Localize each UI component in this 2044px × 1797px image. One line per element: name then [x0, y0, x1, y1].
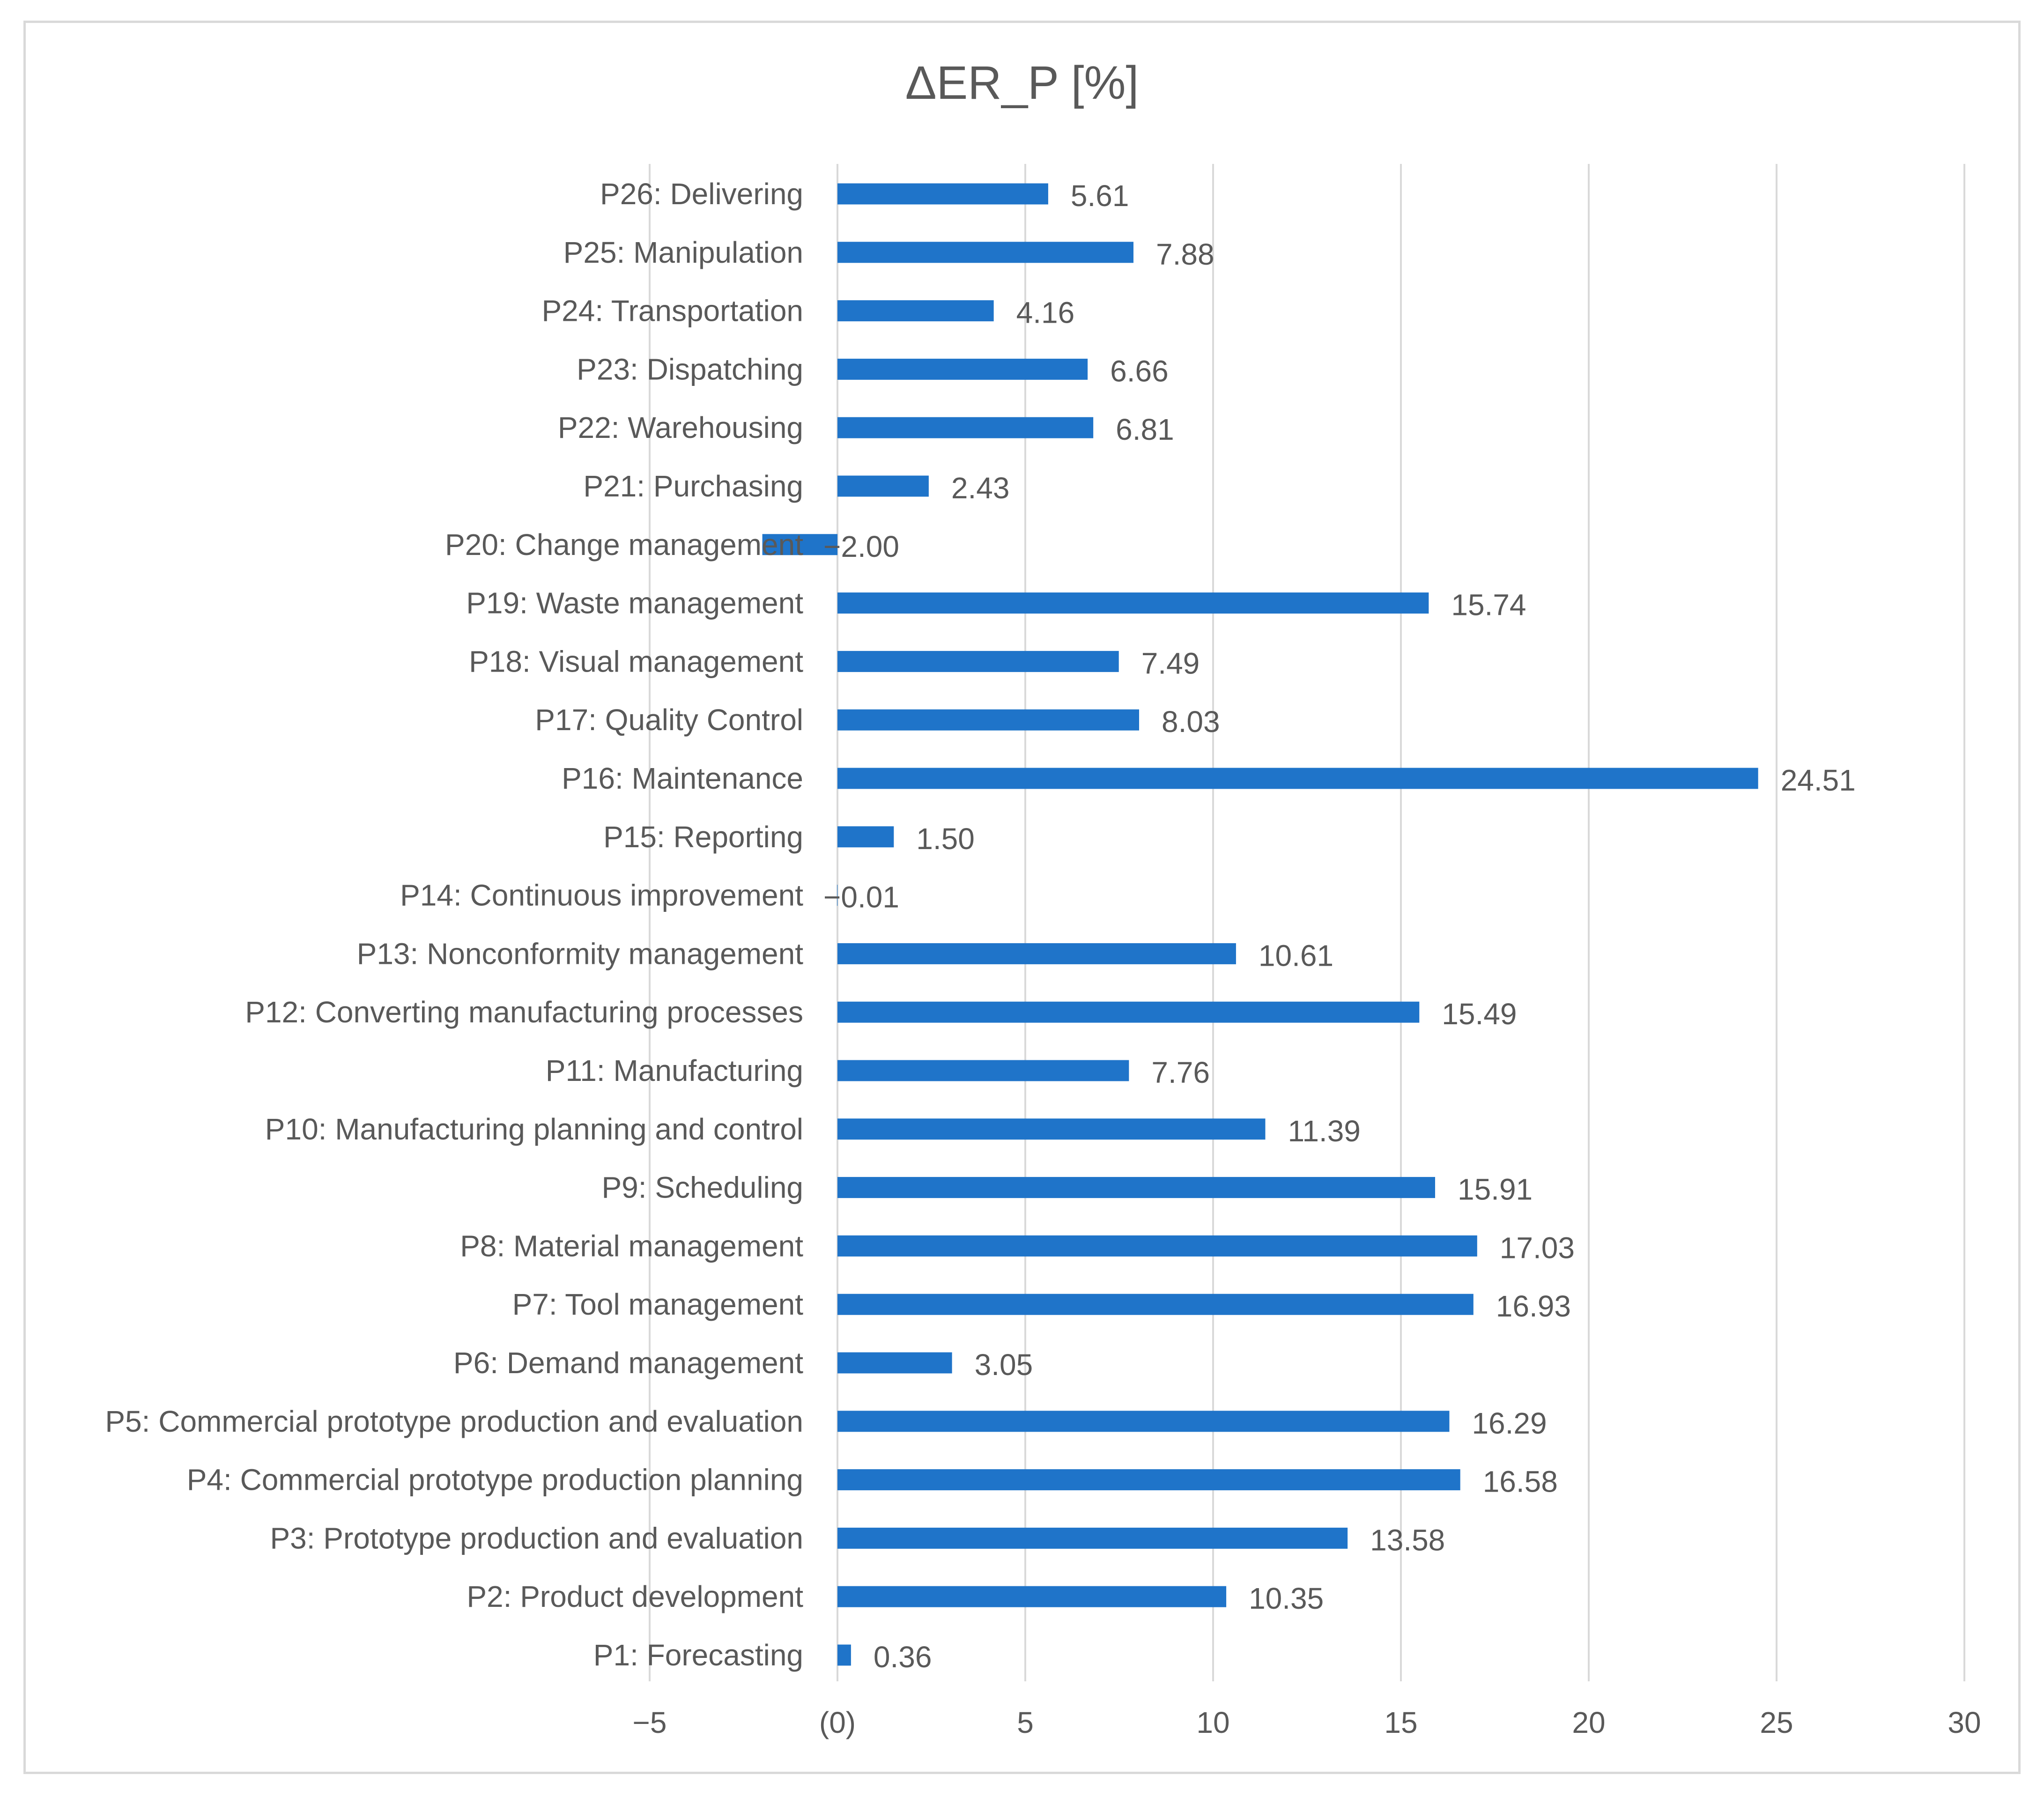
bar [837, 358, 1088, 380]
bar [837, 183, 1048, 205]
bar [837, 768, 1758, 789]
bar [837, 943, 1236, 964]
value-label: 0.36 [874, 1640, 932, 1674]
category-label: P7: Tool management [512, 1287, 804, 1321]
category-label: P14: Continuous improvement [400, 879, 803, 912]
bar [837, 1469, 1460, 1491]
x-tick-label: 10 [1196, 1706, 1229, 1739]
value-label: 8.03 [1162, 705, 1220, 739]
value-label: 11.39 [1288, 1114, 1360, 1148]
bar [837, 1001, 1420, 1023]
category-label: P24: Transportation [541, 294, 803, 328]
value-label: 10.61 [1259, 939, 1333, 972]
bar [837, 1586, 1227, 1607]
category-label: P4: Commercial prototype production plan… [187, 1463, 803, 1497]
value-label: 17.03 [1500, 1231, 1575, 1265]
bar [837, 1411, 1450, 1432]
category-label: P3: Prototype production and evaluation [270, 1521, 803, 1555]
value-label: 1.50 [916, 822, 975, 856]
bar [837, 1527, 1348, 1549]
category-label: P6: Demand management [453, 1346, 803, 1380]
x-tick-label: −5 [633, 1706, 667, 1739]
category-label: P21: Purchasing [583, 469, 803, 503]
value-label: 13.58 [1370, 1523, 1445, 1557]
category-label: P10: Manufacturing planning and control [265, 1112, 803, 1146]
bar [837, 1294, 1474, 1315]
value-label: 24.51 [1781, 763, 1856, 797]
value-label: 16.58 [1483, 1465, 1558, 1499]
value-label: 2.43 [951, 471, 1010, 505]
category-label: P1: Forecasting [593, 1638, 803, 1672]
value-label: 6.66 [1110, 354, 1169, 388]
category-label: P13: Nonconformity management [357, 937, 804, 970]
bar [837, 1177, 1435, 1198]
category-label: P19: Waste management [466, 586, 803, 620]
category-label: P18: Visual management [469, 644, 803, 678]
x-tick-label: 20 [1572, 1706, 1605, 1739]
bar [837, 1060, 1129, 1081]
category-label: P22: Warehousing [558, 411, 803, 444]
value-label: 7.88 [1156, 237, 1215, 271]
value-label: 7.76 [1151, 1056, 1210, 1089]
category-label: P12: Converting manufacturing processes [245, 995, 803, 1029]
bar [837, 826, 894, 848]
bar [837, 1352, 952, 1374]
category-label: P20: Change management [445, 528, 803, 562]
x-tick-labels: −5 (0) 5 10 15 20 25 30 [633, 1706, 1981, 1739]
bar [837, 651, 1119, 672]
category-label: P5: Commercial prototype production and … [105, 1405, 803, 1438]
value-label: 15.91 [1458, 1173, 1533, 1206]
value-label: 3.05 [975, 1348, 1033, 1382]
x-tick-label: (0) [819, 1706, 856, 1739]
value-label: 15.74 [1451, 588, 1526, 622]
bar [837, 417, 1094, 438]
x-tick-label: 15 [1384, 1706, 1417, 1739]
bar [837, 300, 994, 322]
value-label: −0.01 [823, 880, 899, 914]
value-label: 5.61 [1071, 179, 1129, 213]
category-label: P23: Dispatching [577, 352, 803, 386]
value-label: 4.16 [1016, 296, 1075, 330]
bar [837, 1118, 1266, 1140]
category-label: P15: Reporting [603, 820, 803, 854]
value-label: 7.49 [1141, 646, 1200, 680]
value-label: −2.00 [823, 530, 899, 563]
bar [837, 1235, 1477, 1257]
x-tick-label: 30 [1948, 1706, 1981, 1739]
category-label: P25: Manipulation [563, 236, 803, 269]
value-labels: 0.36 10.35 13.58 16.58 16.29 3.05 16.93 17.03 15… [823, 179, 1856, 1674]
bar [837, 1644, 851, 1666]
bar [837, 475, 929, 497]
value-label: 16.93 [1496, 1289, 1571, 1323]
category-label: P9: Scheduling [601, 1171, 803, 1205]
value-label: 15.49 [1442, 997, 1517, 1031]
x-tick-label: 25 [1760, 1706, 1793, 1739]
bar [762, 534, 837, 555]
gridlines [649, 164, 1965, 1681]
value-label: 16.29 [1472, 1406, 1547, 1440]
value-label: 6.81 [1116, 413, 1174, 446]
bar [837, 242, 1133, 263]
category-labels: P1: Forecasting P2: Product development P3… [105, 177, 803, 1672]
category-label: P17: Quality Control [535, 703, 803, 737]
bar [837, 709, 1140, 731]
x-tick-label: 5 [1017, 1706, 1034, 1739]
category-label: P2: Product development [467, 1580, 803, 1613]
category-label: P16: Maintenance [562, 762, 803, 795]
bars [762, 183, 1758, 1666]
bar [837, 592, 1429, 614]
value-label: 10.35 [1249, 1582, 1324, 1615]
category-label: P8: Material management [460, 1229, 803, 1263]
category-label: P11: Manufacturing [546, 1054, 803, 1087]
chart-title: ΔER_P [%] [905, 57, 1139, 109]
category-label: P26: Delivering [600, 177, 803, 211]
